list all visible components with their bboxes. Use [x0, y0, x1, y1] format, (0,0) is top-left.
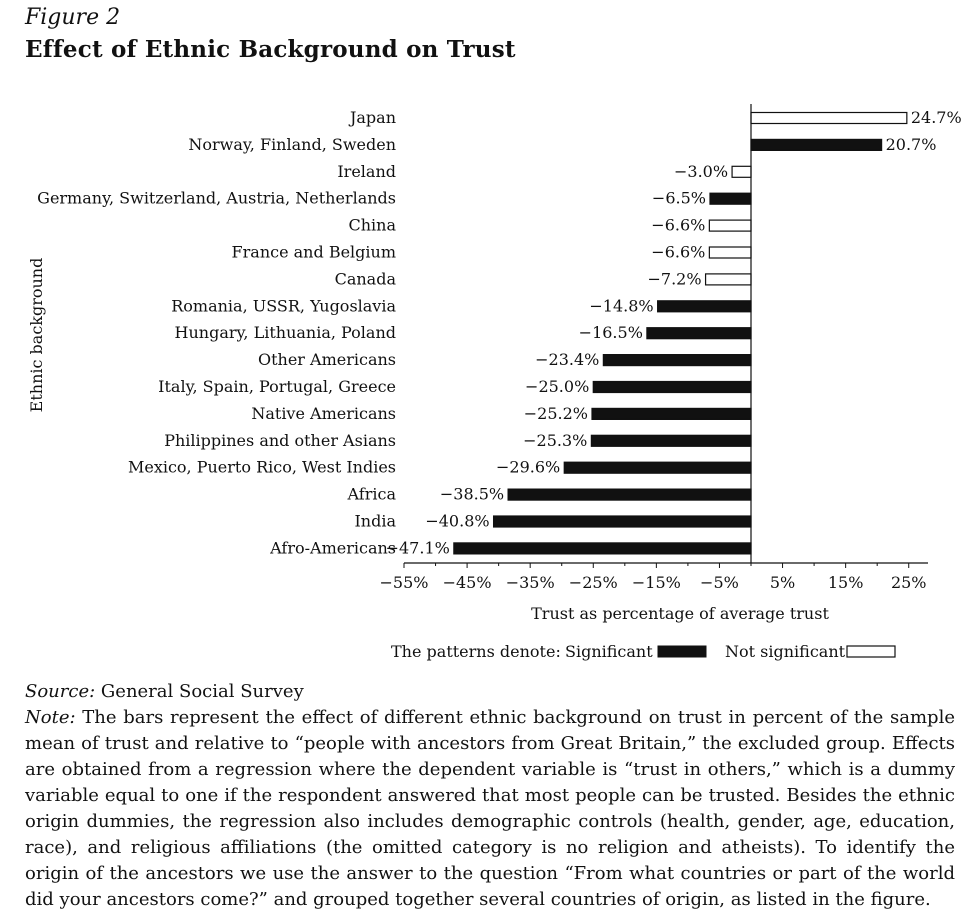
source-lead: Source:: [25, 681, 96, 702]
note-text: The bars represent the effect of differe…: [25, 707, 955, 910]
bar: [704, 273, 752, 286]
x-axis: −55% −45% −35% −25% −15% −5% 5% 15% 25%: [380, 104, 928, 592]
value-label: −6.5%: [652, 189, 706, 208]
value-label: 24.7%: [911, 108, 962, 127]
note-lead: Note:: [25, 707, 76, 728]
x-tick-label: −35%: [506, 573, 555, 592]
legend-significant-label: Significant: [565, 642, 653, 661]
value-label: −6.6%: [651, 243, 705, 262]
category-label: France and Belgium: [232, 243, 396, 262]
value-label: −16.5%: [579, 323, 643, 342]
legend-not-significant-label: Not significant: [725, 642, 846, 661]
source-text: General Social Survey: [100, 681, 304, 702]
legend-prefix: The patterns denote:: [391, 642, 561, 661]
bar: [709, 192, 752, 205]
bars-layer: Japan 24.7% Norway, Finland, Sweden 20.7% Ir…: [37, 108, 962, 557]
bar-chart: Japan 24.7% Norway, Finland, Sweden 20.7% Ir…: [27, 104, 962, 661]
category-label: Mexico, Puerto Rico, West Indies: [128, 458, 396, 477]
category-label: Germany, Switzerland, Austria, Netherlan…: [37, 189, 396, 208]
value-label: −25.0%: [525, 377, 589, 396]
value-label: −14.8%: [589, 296, 653, 315]
bar: [657, 300, 752, 313]
bar: [563, 461, 752, 474]
bar: [590, 434, 752, 447]
bar: [591, 407, 752, 420]
bar: [646, 327, 752, 340]
category-label: Africa: [347, 485, 397, 504]
category-label: Japan: [348, 108, 396, 127]
value-label: −25.2%: [524, 404, 588, 423]
category-label: Afro-Americans: [269, 538, 396, 557]
x-tick-label: −45%: [443, 573, 492, 592]
bar: [750, 111, 908, 125]
x-tick-label: −15%: [632, 573, 681, 592]
category-label: Philippines and other Asians: [164, 431, 396, 450]
value-label: −6.6%: [651, 216, 705, 235]
x-tick-label: −55%: [380, 573, 429, 592]
value-label: −29.6%: [496, 458, 560, 477]
value-label: −7.2%: [648, 269, 702, 288]
legend-not-significant-swatch: [846, 645, 896, 658]
bar: [507, 488, 752, 501]
legend-significant-swatch: [657, 645, 707, 658]
value-label: −3.0%: [674, 162, 728, 181]
x-tick-label: 5%: [770, 573, 795, 592]
category-label: Norway, Finland, Sweden: [188, 135, 396, 154]
category-label: Hungary, Lithuania, Poland: [175, 323, 396, 342]
bar: [750, 138, 883, 151]
bar: [708, 246, 752, 259]
value-label: −40.8%: [425, 512, 489, 531]
legend: The patterns denote: Significant Not sig…: [391, 642, 896, 661]
x-tick-label: −25%: [569, 573, 618, 592]
source-line: Source: General Social Survey: [25, 679, 955, 705]
x-tick-label: 15%: [828, 573, 864, 592]
category-label: Other Americans: [258, 350, 396, 369]
category-label: Romania, USSR, Yugoslavia: [171, 296, 396, 315]
bar: [592, 380, 752, 394]
category-label: India: [354, 512, 396, 531]
x-axis-title: Trust as percentage of average trust: [531, 604, 829, 623]
value-label: −25.3%: [523, 431, 587, 450]
figure-title: Effect of Ethnic Background on Trust: [25, 36, 516, 63]
category-label: China: [348, 216, 396, 235]
bar: [453, 542, 752, 555]
value-label: −47.1%: [386, 538, 450, 557]
category-label: Italy, Spain, Portugal, Greece: [158, 377, 396, 396]
figure-label: Figure 2: [25, 5, 121, 30]
x-tick-label: 25%: [891, 573, 927, 592]
y-axis-title: Ethnic background: [27, 258, 46, 413]
bar: [708, 219, 752, 232]
category-label: Ireland: [337, 162, 396, 181]
category-label: Canada: [335, 269, 397, 288]
value-label: −38.5%: [440, 485, 504, 504]
bar: [731, 165, 752, 178]
category-label: Native Americans: [251, 404, 396, 423]
x-tick-label: −5%: [700, 573, 739, 592]
value-label: −23.4%: [535, 350, 599, 369]
bar: [492, 515, 752, 528]
value-label: 20.7%: [886, 135, 937, 154]
note-paragraph: Note: The bars represent the effect of d…: [25, 705, 955, 913]
bar: [602, 354, 752, 367]
